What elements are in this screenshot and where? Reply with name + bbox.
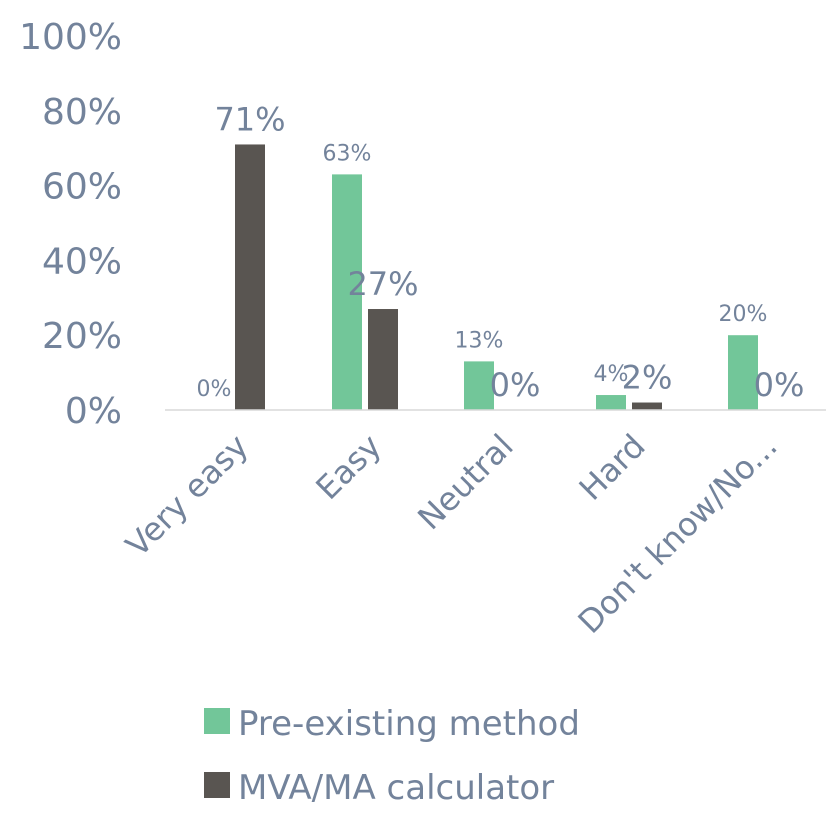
data-label: 13% [455, 328, 504, 353]
data-label: 71% [214, 100, 285, 138]
data-label: 2% [622, 359, 673, 397]
data-label: 0% [754, 366, 805, 404]
data-label: 27% [347, 265, 418, 303]
y-tick-label: 0% [65, 391, 122, 432]
data-label: 0% [490, 366, 541, 404]
y-axis-ticks: 0% 20% 40% 60% 80% 100% [19, 17, 122, 432]
data-labels: 0%63%13%4%20%71%27%0% 2% 0% [197, 100, 805, 404]
bar [596, 395, 626, 410]
y-tick-label: 60% [42, 167, 122, 208]
y-tick-label: 100% [19, 17, 122, 58]
category-label: Easy [308, 427, 388, 507]
legend-label: MVA/MA calculator [238, 768, 554, 808]
category-label: Neutral [410, 427, 520, 537]
legend-swatch [204, 772, 230, 798]
legend-label: Pre-existing method [238, 704, 580, 744]
category-label: Very easy [118, 427, 255, 564]
legend-swatch [204, 708, 230, 734]
y-tick-label: 40% [42, 241, 122, 282]
y-tick-label: 80% [42, 92, 122, 133]
data-label: 20% [719, 302, 768, 327]
bar [368, 309, 398, 410]
data-label: 63% [323, 141, 372, 166]
bar [235, 144, 265, 410]
bar [632, 403, 662, 410]
legend: Pre-existing method MVA/MA calculator [204, 704, 580, 808]
data-label: 0% [197, 377, 232, 402]
category-label: Hard [572, 427, 653, 508]
y-tick-label: 20% [42, 316, 122, 357]
